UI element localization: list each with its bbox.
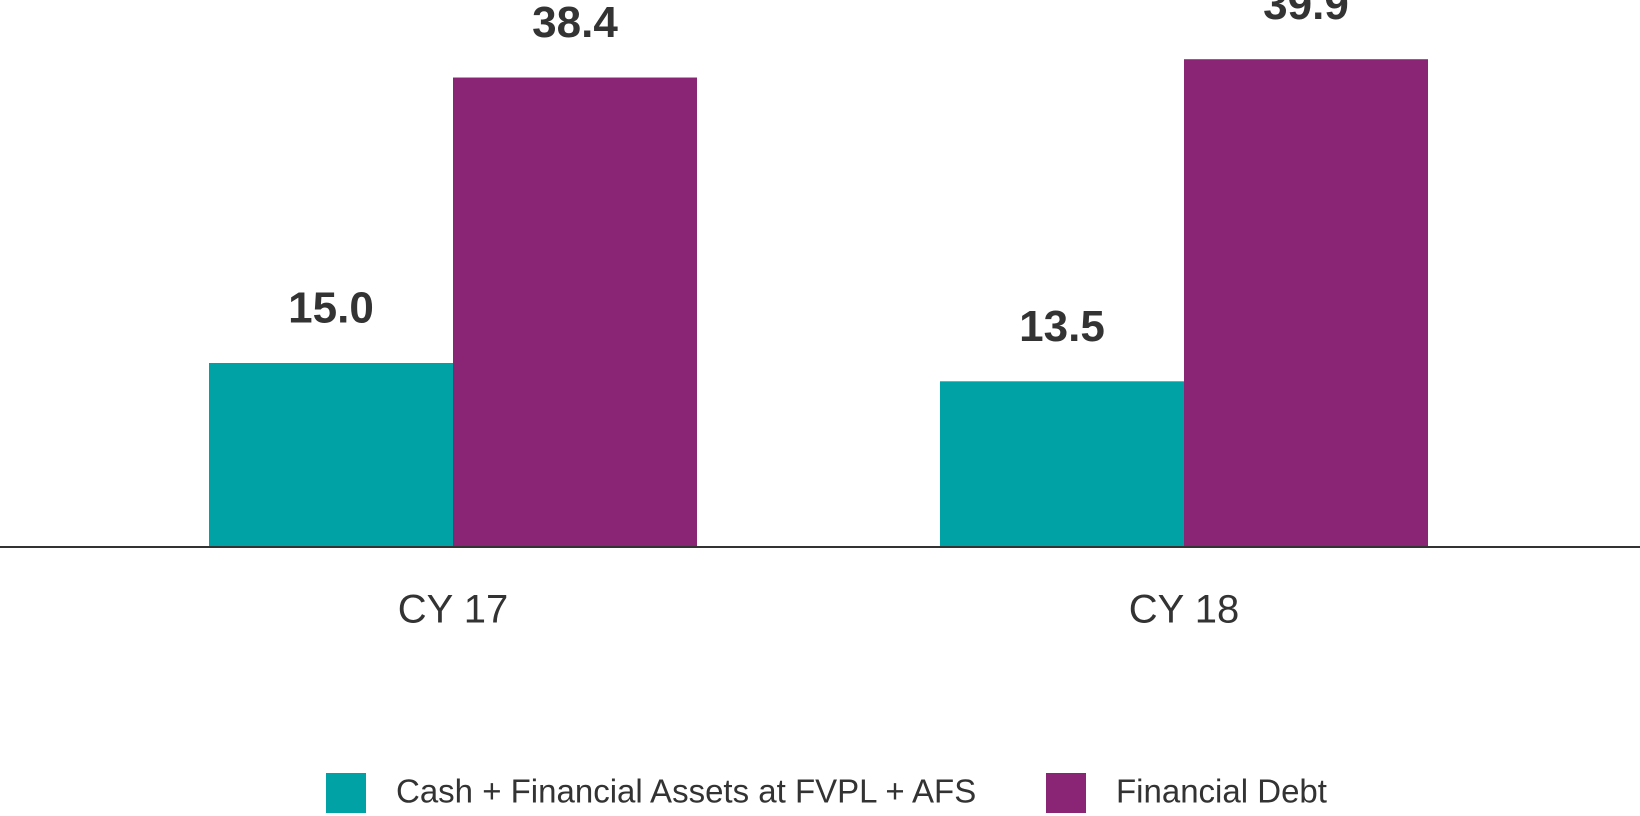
- value-label: 38.4: [532, 0, 618, 47]
- bar: [1184, 59, 1428, 546]
- value-label: 13.5: [1019, 302, 1105, 351]
- legend-swatch: [326, 773, 366, 813]
- legend-label: Financial Debt: [1116, 773, 1327, 810]
- bar: [209, 363, 453, 546]
- legend-swatch: [1046, 773, 1086, 813]
- bar: [453, 77, 697, 547]
- bar: [940, 381, 1184, 546]
- x-tick-label: CY 17: [398, 588, 508, 632]
- value-label: 15.0: [288, 284, 374, 333]
- value-label: 39.9: [1263, 0, 1349, 29]
- x-tick-label: CY 18: [1129, 588, 1239, 632]
- legend-label: Cash + Financial Assets at FVPL + AFS: [396, 773, 976, 810]
